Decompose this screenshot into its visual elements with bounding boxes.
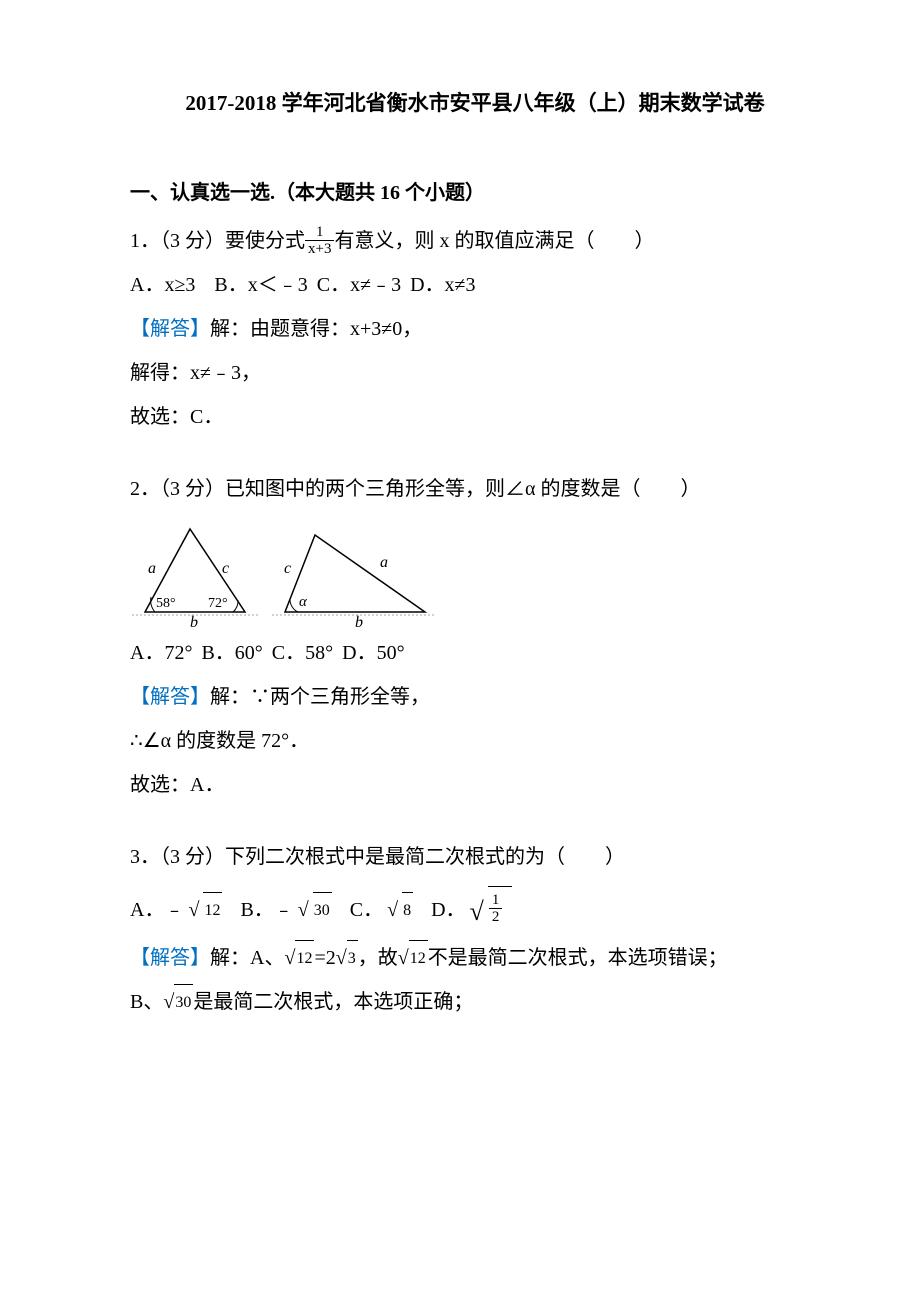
q3-optD-den: 2: [489, 909, 503, 926]
q3-optB-pre: B．﹣: [240, 899, 293, 921]
q2-figures: a c b 58° 72° c a b α: [130, 517, 820, 627]
tri2-side-a: a: [380, 554, 388, 571]
answer-label: 【解答】: [130, 947, 210, 969]
q2-optA: A．72°: [130, 642, 192, 664]
tri1-side-c: c: [222, 560, 229, 577]
q3-optD: D．√12: [431, 899, 516, 921]
q3-optC-pre: C．: [350, 899, 383, 921]
q3-ans1-sq2: 3: [347, 940, 358, 976]
q1-stem: 1．（3 分）要使分式1x+3有意义，则 x 的取值应满足（ ）: [130, 219, 820, 263]
q1-fraction: 1x+3: [305, 224, 334, 258]
q1-frac-den: x+3: [305, 241, 334, 258]
q3-optB: B．﹣√30: [240, 899, 335, 921]
q1-optB: B．x＜﹣3: [214, 274, 307, 296]
q2-ans1-text: 解：∵两个三角形全等，: [210, 686, 430, 708]
q1-optA: A．x≥3: [130, 274, 195, 296]
tri1-angle-58: 58°: [156, 596, 176, 611]
q3-optD-pre: D．: [431, 899, 465, 921]
q3-optA-pre: A．﹣: [130, 899, 184, 921]
q1-answer-2: 解得：x≠﹣3，: [130, 351, 820, 395]
section-heading: 一、认真选一选.（本大题共 16 个小题）: [130, 171, 820, 215]
q1-ans1-text: 解：由题意得：x+3≠0，: [210, 318, 422, 340]
answer-label: 【解答】: [130, 686, 210, 708]
q3-ans2-sq: 30: [174, 984, 193, 1020]
q3-ans1-sq1: 12: [295, 940, 314, 976]
q1-answer-3: 故选：C．: [130, 395, 820, 439]
q3-ans1-sq3: 12: [409, 940, 428, 976]
q2-stem: 2．（3 分）已知图中的两个三角形全等，则∠α 的度数是（ ）: [130, 467, 820, 511]
q2-answer-3: 故选：A．: [130, 763, 820, 807]
q3-optA-sq: 12: [203, 892, 222, 928]
triangle-1: a c b 58° 72°: [130, 517, 265, 627]
q1-optC: C．x≠﹣3: [317, 274, 401, 296]
q3-optC: C．√8: [350, 899, 417, 921]
q1-options: A．x≥3 B．x＜﹣3 C．x≠﹣3 D．x≠3: [130, 263, 820, 307]
q3-ans2-a: B、: [130, 991, 163, 1013]
q3-options: A．﹣√12 B．﹣√30 C．√8 D．√12: [130, 879, 820, 936]
q3-answer-2: B、√30是最简二次根式，本选项正确；: [130, 980, 820, 1024]
q3-optB-sq: 30: [313, 892, 332, 928]
page-title: 2017-2018 学年河北省衡水市安平县八年级（上）期末数学试卷: [130, 80, 820, 126]
answer-label: 【解答】: [130, 318, 210, 340]
question-1: 1．（3 分）要使分式1x+3有意义，则 x 的取值应满足（ ） A．x≥3 B…: [130, 219, 820, 439]
q3-optD-frac: 12: [488, 886, 513, 931]
tri1-side-a: a: [148, 560, 156, 577]
q3-ans1-b: ，故: [358, 947, 398, 969]
tri2-angle-alpha: α: [299, 594, 308, 610]
q2-optB: B．60°: [201, 642, 262, 664]
q1-answer-1: 【解答】解：由题意得：x+3≠0，: [130, 307, 820, 351]
q3-ans1-a: 解：A、: [210, 947, 284, 969]
q1-stem-suffix: 有意义，则 x 的取值应满足（ ）: [334, 230, 654, 252]
q3-answer-1: 【解答】解：A、√12=2√3，故√12不是最简二次根式，本选项错误；: [130, 936, 820, 980]
q2-options: A．72° B．60° C．58° D．50°: [130, 631, 820, 675]
triangle-2: c a b α: [270, 517, 440, 627]
question-3: 3．（3 分）下列二次根式中是最简二次根式的为（ ） A．﹣√12 B．﹣√30…: [130, 835, 820, 1024]
q3-optD-num: 1: [489, 892, 503, 910]
q1-optD: D．x≠3: [410, 274, 475, 296]
q2-optC: C．58°: [272, 642, 333, 664]
q1-stem-prefix: 1．（3 分）要使分式: [130, 230, 305, 252]
tri2-side-b: b: [355, 614, 363, 627]
q3-optC-sq: 8: [402, 892, 413, 928]
q3-ans1-c: 不是最简二次根式，本选项错误；: [428, 947, 728, 969]
q2-answer-2: ∴∠α 的度数是 72°．: [130, 719, 820, 763]
q2-answer-1: 【解答】解：∵两个三角形全等，: [130, 675, 820, 719]
tri1-angle-72: 72°: [208, 596, 228, 611]
q2-optD: D．50°: [342, 642, 404, 664]
q3-ans1-mid: =2: [314, 947, 335, 969]
tri2-side-c: c: [284, 560, 291, 577]
q3-optA: A．﹣√12: [130, 899, 226, 921]
tri1-side-b: b: [190, 614, 198, 627]
q1-frac-num: 1: [305, 224, 334, 242]
q3-ans2-b: 是最简二次根式，本选项正确；: [193, 991, 473, 1013]
question-2: 2．（3 分）已知图中的两个三角形全等，则∠α 的度数是（ ） a c b 58…: [130, 467, 820, 807]
q3-stem: 3．（3 分）下列二次根式中是最简二次根式的为（ ）: [130, 835, 820, 879]
